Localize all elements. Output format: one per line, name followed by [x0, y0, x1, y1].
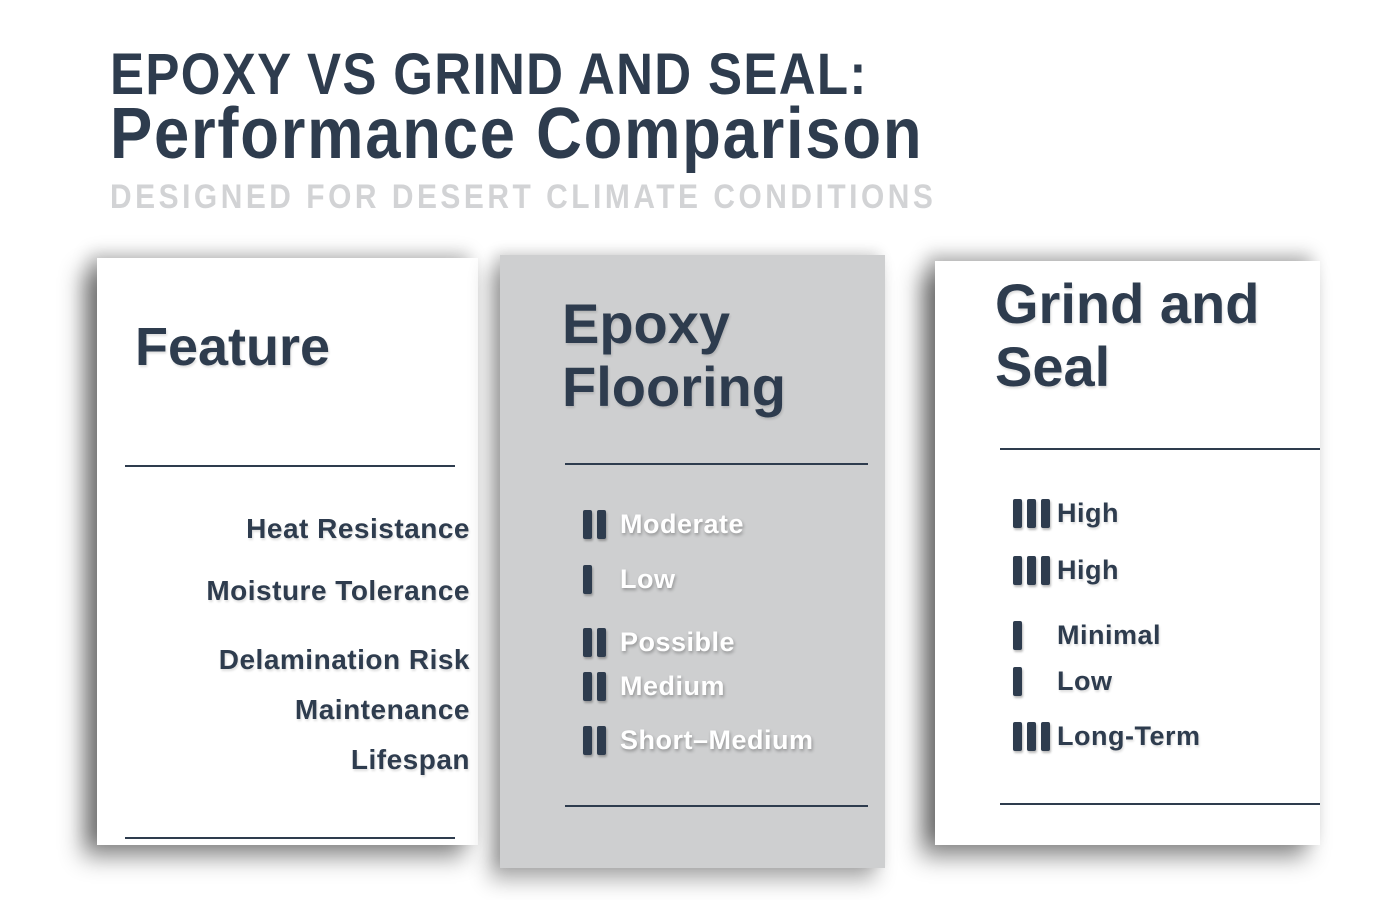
rating-label: Short–Medium — [620, 725, 814, 755]
rating-tally-icon — [583, 726, 620, 755]
tally-bar-icon — [1041, 499, 1050, 528]
tally-bar-icon — [597, 726, 606, 755]
rating-label: Possible — [620, 627, 736, 657]
rating-label: Long-Term — [1057, 721, 1201, 751]
page-title-line-2: Performance Comparison — [110, 94, 924, 174]
divider-line — [565, 805, 868, 807]
feature-column-title: Feature — [135, 317, 331, 377]
divider-line — [1000, 448, 1320, 450]
rating-row: Medium — [583, 671, 725, 702]
feature-item: Lifespan — [350, 744, 470, 775]
grind-column-card: Grind and Seal High High Minimal Low Lon… — [935, 261, 1320, 845]
rating-label: Medium — [620, 671, 726, 701]
rating-label: High — [1057, 555, 1119, 585]
rating-tally-icon — [583, 510, 620, 539]
rating-row: Possible — [583, 627, 735, 658]
rating-row: Long-Term — [1013, 721, 1200, 752]
rating-tally-icon — [583, 565, 620, 594]
rating-row: High — [1013, 555, 1119, 586]
rating-label: Moderate — [620, 509, 745, 539]
rating-tally-icon — [583, 628, 620, 657]
feature-item: Heat Resistance — [246, 513, 470, 544]
rating-row: Minimal — [1013, 620, 1161, 651]
tally-bar-icon — [1013, 722, 1022, 751]
rating-row: Moderate — [583, 509, 744, 540]
rating-tally-icon — [1013, 556, 1057, 585]
rating-tally-icon — [1013, 499, 1057, 528]
tally-bar-icon — [583, 628, 592, 657]
divider-line — [125, 837, 455, 839]
feature-column-card: Feature Heat Resistance Moisture Toleran… — [97, 258, 478, 845]
tally-bar-icon — [597, 628, 606, 657]
tally-bar-icon — [583, 565, 592, 594]
epoxy-column-card: Epoxy Flooring Moderate Low Possible Med… — [500, 255, 885, 868]
epoxy-column-title: Epoxy Flooring — [562, 292, 786, 418]
rating-label: Minimal — [1057, 620, 1162, 650]
rating-tally-icon — [583, 672, 620, 701]
header: EPOXY VS GRIND AND SEAL: Performance Com… — [110, 42, 1049, 216]
divider-line — [1000, 803, 1320, 805]
tally-bar-icon — [1027, 499, 1036, 528]
tally-bar-icon — [1027, 556, 1036, 585]
tally-bar-icon — [1041, 556, 1050, 585]
grind-column-title: Grind and Seal — [995, 272, 1260, 398]
rating-tally-icon — [1013, 621, 1057, 650]
divider-line — [565, 463, 868, 465]
tally-bar-icon — [583, 726, 592, 755]
tally-bar-icon — [1027, 722, 1036, 751]
tally-bar-icon — [1013, 667, 1022, 696]
rating-tally-icon — [1013, 667, 1057, 696]
rating-row: High — [1013, 498, 1119, 529]
tally-bar-icon — [583, 672, 592, 701]
feature-item: Delamination Risk — [218, 644, 470, 675]
page-tagline: DESIGNED FOR DESERT CLIMATE CONDITIONS — [110, 178, 937, 216]
rating-row: Low — [583, 564, 676, 595]
tally-bar-icon — [583, 510, 592, 539]
tally-bar-icon — [1013, 499, 1022, 528]
rating-label: High — [1057, 498, 1119, 528]
tally-bar-icon — [597, 672, 606, 701]
rating-row: Low — [1013, 666, 1113, 697]
page-title-line-1: EPOXY VS GRIND AND SEAL: — [110, 42, 868, 107]
rating-tally-icon — [1013, 722, 1057, 751]
rating-label: Low — [1057, 666, 1113, 696]
tally-bar-icon — [597, 510, 606, 539]
tally-bar-icon — [1013, 556, 1022, 585]
rating-row: Short–Medium — [583, 725, 814, 756]
divider-line — [125, 465, 455, 467]
tally-bar-icon — [1013, 621, 1022, 650]
rating-label: Low — [620, 564, 676, 594]
feature-item: Maintenance — [294, 694, 470, 725]
tally-bar-icon — [1041, 722, 1050, 751]
feature-item: Moisture Tolerance — [206, 575, 470, 606]
